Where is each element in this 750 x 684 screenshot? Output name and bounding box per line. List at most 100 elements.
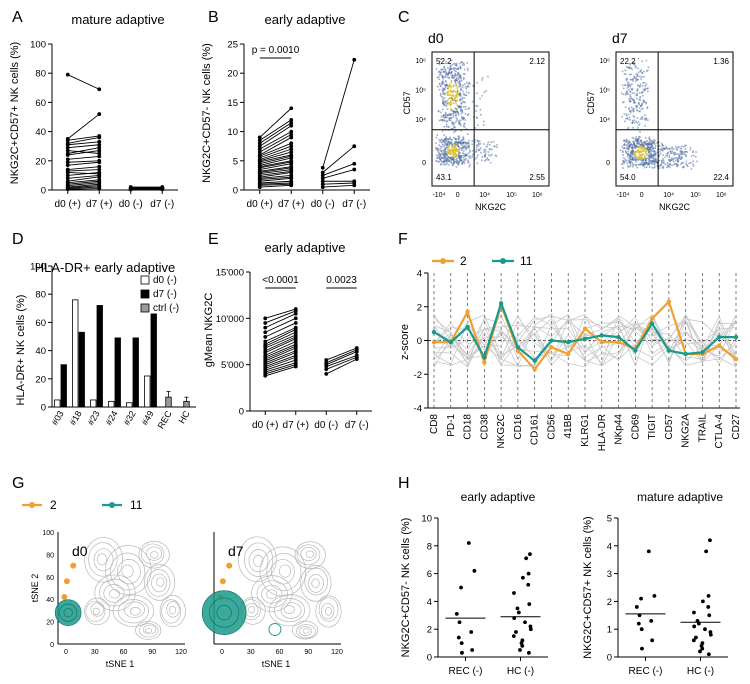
flow-event bbox=[633, 75, 635, 78]
cluster-2-point bbox=[63, 578, 70, 585]
flow-event bbox=[632, 140, 635, 143]
flow-event bbox=[493, 145, 495, 148]
density-contour bbox=[321, 602, 335, 620]
flow-event bbox=[675, 163, 678, 165]
flow-event bbox=[634, 157, 636, 160]
flow-event bbox=[451, 110, 453, 113]
flow-event bbox=[457, 71, 460, 74]
flow-event bbox=[442, 92, 445, 94]
density-contour bbox=[135, 621, 162, 640]
flow-event bbox=[666, 147, 668, 150]
pair-line bbox=[265, 338, 296, 354]
flow-event bbox=[639, 158, 642, 160]
data-point bbox=[263, 346, 268, 350]
flow-event bbox=[626, 93, 629, 95]
flow-event bbox=[459, 92, 462, 94]
flow-event bbox=[446, 142, 449, 145]
flow-event bbox=[442, 82, 445, 85]
flow-event bbox=[464, 85, 467, 88]
flow-event bbox=[468, 144, 470, 147]
data-point bbox=[520, 643, 525, 648]
flow-event bbox=[637, 120, 640, 123]
flow-event bbox=[449, 68, 452, 70]
flow-event bbox=[445, 71, 447, 73]
legend-swatch bbox=[140, 303, 150, 313]
flow-event bbox=[622, 87, 625, 90]
flow-event bbox=[451, 156, 454, 158]
flow-event bbox=[626, 153, 629, 156]
flow-event bbox=[455, 143, 457, 146]
x-tick-label: 10⁶ bbox=[532, 192, 543, 199]
data-point bbox=[324, 358, 329, 362]
flow-event bbox=[638, 110, 641, 113]
flow-event bbox=[459, 82, 462, 85]
x-tick-label: #23 bbox=[86, 409, 102, 427]
flow-event bbox=[464, 83, 466, 85]
flow-event bbox=[436, 147, 439, 149]
flow-event bbox=[443, 92, 446, 95]
flow-event bbox=[467, 161, 469, 164]
flow-event bbox=[449, 141, 451, 143]
flow-event bbox=[459, 124, 462, 127]
flow-event bbox=[453, 67, 455, 69]
flow-event bbox=[441, 153, 443, 155]
flow-event bbox=[455, 141, 458, 144]
flow-event bbox=[444, 101, 446, 104]
tsne-plot-d0: d0 bbox=[54, 532, 186, 645]
series-point bbox=[683, 351, 688, 357]
series-point bbox=[482, 355, 487, 360]
y-tick-label: 40 bbox=[35, 127, 46, 138]
y-tick-label: 8 bbox=[427, 541, 432, 552]
flow-event bbox=[450, 161, 452, 163]
flow-event bbox=[439, 94, 442, 97]
flow-event bbox=[631, 145, 634, 148]
flow-event bbox=[680, 149, 683, 152]
flow-event bbox=[629, 101, 631, 103]
flow-event bbox=[438, 156, 441, 158]
pair-line bbox=[259, 180, 292, 184]
flow-event bbox=[676, 158, 679, 161]
data-point bbox=[352, 144, 357, 149]
flow-event bbox=[671, 164, 673, 167]
flow-event bbox=[656, 164, 659, 167]
flow-event bbox=[464, 154, 467, 157]
flow-event bbox=[643, 100, 645, 103]
y-tick-label: 100 bbox=[42, 530, 54, 537]
flow-event bbox=[458, 62, 461, 65]
flow-event bbox=[681, 161, 683, 164]
density-contour bbox=[123, 601, 145, 618]
data-point bbox=[65, 145, 70, 150]
flow-event bbox=[457, 76, 460, 78]
flow-event bbox=[631, 156, 634, 158]
x-tick-label: 10⁶ bbox=[716, 192, 727, 199]
flow-event bbox=[438, 63, 441, 66]
flow-event bbox=[668, 156, 670, 159]
flow-event bbox=[655, 160, 657, 162]
flow-event bbox=[651, 140, 653, 142]
density-contour bbox=[248, 605, 256, 614]
y-tick-label: 4 bbox=[607, 541, 612, 552]
density-contour bbox=[283, 605, 295, 614]
flow-event bbox=[456, 99, 458, 102]
flow-event bbox=[644, 147, 647, 150]
legend-marker bbox=[500, 258, 506, 264]
flow-event bbox=[642, 163, 645, 166]
flow-event bbox=[649, 155, 652, 158]
flow-event bbox=[628, 154, 631, 157]
pair-line bbox=[259, 107, 292, 138]
data-point bbox=[694, 635, 698, 640]
flow-event bbox=[481, 77, 484, 79]
panel-letter-F: F bbox=[398, 231, 408, 248]
x-tick-label: CD8 bbox=[429, 414, 440, 434]
series-point bbox=[717, 334, 722, 340]
flow-event bbox=[645, 140, 647, 143]
flow-event bbox=[456, 89, 459, 91]
flow-event bbox=[448, 149, 451, 152]
flow-event bbox=[629, 153, 632, 156]
pair-line bbox=[265, 322, 296, 338]
flow-event bbox=[446, 162, 449, 164]
flow-event bbox=[642, 90, 645, 93]
flow-event bbox=[486, 143, 489, 146]
x-tick-label: #24 bbox=[104, 409, 120, 427]
